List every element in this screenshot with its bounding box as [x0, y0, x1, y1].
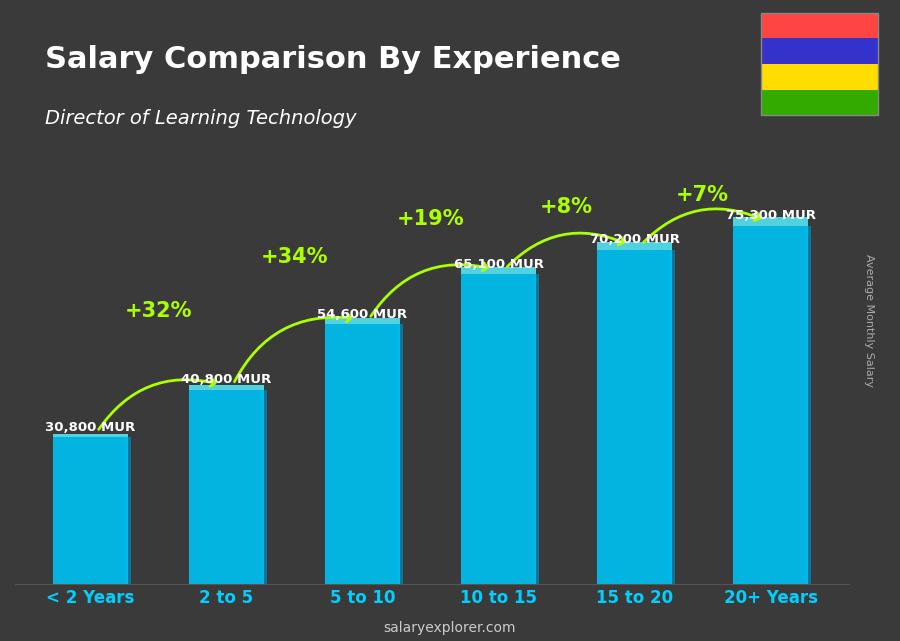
Text: 75,300 MUR: 75,300 MUR [725, 209, 815, 222]
Bar [261, 390, 266, 584]
Bar [397, 324, 403, 584]
Text: 30,800 MUR: 30,800 MUR [45, 420, 136, 434]
Bar [189, 390, 264, 584]
Bar [734, 217, 808, 226]
Text: 54,600 MUR: 54,600 MUR [318, 308, 408, 320]
Text: +7%: +7% [676, 185, 729, 204]
Text: 40,800 MUR: 40,800 MUR [181, 373, 272, 386]
Bar [598, 242, 672, 250]
Bar [125, 437, 130, 584]
Text: Salary Comparison By Experience: Salary Comparison By Experience [45, 45, 621, 74]
Bar [461, 274, 536, 584]
Bar [53, 434, 128, 437]
Text: 70,200 MUR: 70,200 MUR [590, 233, 680, 246]
Bar [734, 226, 808, 584]
Bar [325, 318, 400, 324]
Text: +19%: +19% [397, 209, 464, 229]
Bar [806, 226, 811, 584]
Bar [533, 274, 539, 584]
Text: +34%: +34% [261, 247, 328, 267]
Bar [325, 324, 400, 584]
Text: Average Monthly Salary: Average Monthly Salary [863, 254, 874, 387]
Bar [53, 437, 128, 584]
Text: +8%: +8% [540, 197, 593, 217]
Text: 65,100 MUR: 65,100 MUR [454, 258, 544, 271]
Bar [461, 267, 536, 274]
Bar [189, 385, 264, 390]
Text: salaryexplorer.com: salaryexplorer.com [383, 620, 517, 635]
Text: Director of Learning Technology: Director of Learning Technology [45, 109, 356, 128]
Text: +32%: +32% [124, 301, 192, 321]
Bar [598, 250, 672, 584]
Bar [669, 250, 675, 584]
